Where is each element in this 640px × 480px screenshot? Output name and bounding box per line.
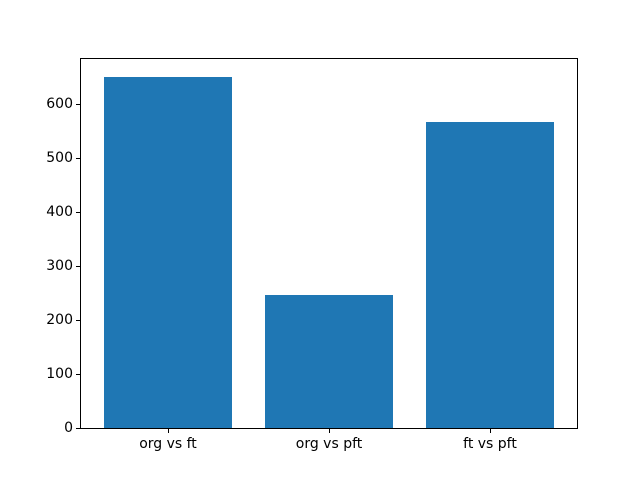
y-tick-label: 100 [46, 366, 73, 383]
y-tick-mark [76, 319, 80, 321]
y-tick-label: 300 [46, 258, 73, 275]
x-tick-mark [329, 429, 330, 433]
x-tick-label: ft vs pft [463, 436, 517, 452]
y-tick-label: 600 [46, 96, 73, 113]
x-tick-label: org vs pft [295, 436, 363, 452]
y-tick-mark [76, 103, 80, 105]
y-tick-mark [76, 373, 80, 375]
bar-org-vs-ft [103, 76, 233, 428]
y-tick-label: 400 [46, 204, 73, 221]
x-tick-label: org vs ft [139, 436, 197, 452]
y-tick-mark [76, 211, 80, 213]
y-tick-label: 0 [64, 420, 73, 436]
x-tick-mark [168, 429, 169, 433]
y-tick-label: 500 [46, 150, 73, 167]
y-tick-label: 200 [46, 312, 73, 329]
plot-area: org vs ft org vs pft ft vs pft 0 100 200 300 40… [46, 58, 578, 451]
y-tick-mark [76, 265, 80, 267]
y-tick-mark [76, 427, 80, 429]
bar-ft-vs-pft [425, 121, 555, 428]
bar-org-vs-pft [264, 295, 394, 428]
x-tick-mark [490, 429, 491, 433]
y-tick-mark [76, 157, 80, 159]
